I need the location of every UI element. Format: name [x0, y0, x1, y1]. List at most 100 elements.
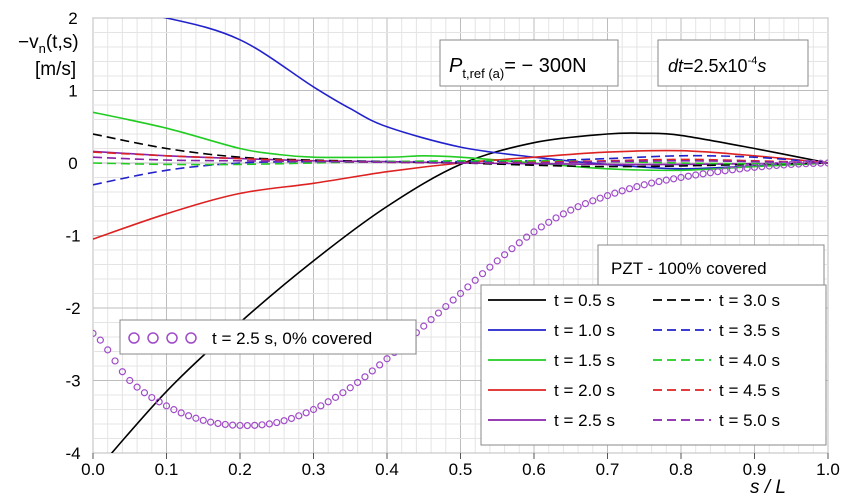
marker-point — [118, 368, 127, 376]
force-annotation: Pt,ref (a)= − 300N — [449, 55, 587, 81]
marker-point — [736, 165, 744, 173]
marker-point — [214, 419, 222, 428]
marker-point — [236, 421, 244, 430]
legend-label-4: t = 2.0 s — [554, 381, 615, 400]
marker-point — [251, 421, 259, 429]
x-tick-label: 0.8 — [669, 460, 693, 479]
marker-point — [420, 322, 428, 330]
marker-point — [376, 361, 384, 369]
marker-point — [199, 416, 207, 424]
marker-point — [258, 421, 266, 429]
marker-point — [155, 398, 163, 406]
marker-point — [574, 203, 582, 211]
marker-point — [295, 412, 303, 420]
marker-point — [758, 163, 766, 171]
marker-point — [699, 170, 707, 178]
marker-point — [243, 421, 251, 430]
x-tick-label: 0.2 — [228, 460, 252, 479]
marker-point — [523, 233, 531, 241]
marker-point — [567, 206, 575, 214]
y-tick-label: -4 — [65, 444, 80, 463]
legend-label-6: t = 3.0 s — [719, 291, 780, 310]
x-tick-label: 1.0 — [816, 460, 840, 479]
marker-point — [192, 414, 200, 422]
x-tick-label: 0.6 — [522, 460, 546, 479]
marker-point — [706, 169, 715, 177]
marker-point — [184, 412, 193, 420]
marker-point — [772, 161, 781, 170]
marker-point — [309, 405, 318, 414]
dt-annotation: dt=2.5x10-4s — [668, 55, 766, 76]
marker-legend-box — [119, 319, 417, 355]
marker-point — [692, 171, 700, 179]
x-tick-label: 0.3 — [302, 460, 326, 479]
y-tick-label: -2 — [65, 299, 80, 318]
marker-point — [221, 420, 229, 429]
legend-label-1: t = 0.5 s — [554, 291, 615, 310]
marker-legend-symbol — [185, 332, 197, 344]
legend-title: PZT - 100% covered — [611, 259, 767, 278]
marker-point — [464, 283, 472, 291]
legend-label-2: t = 1.0 s — [554, 321, 615, 340]
legend-label-7: t = 3.5 s — [719, 321, 780, 340]
y-axis-label: −vn(t,s) — [18, 32, 79, 56]
series-line-10 — [93, 156, 828, 164]
marker-point — [456, 289, 465, 298]
marker-point — [104, 346, 112, 354]
marker-point — [383, 355, 391, 363]
marker-point — [765, 162, 773, 170]
marker-point — [478, 270, 487, 278]
marker-point — [331, 393, 340, 401]
marker-point — [589, 197, 597, 205]
marker-point — [361, 373, 369, 381]
x-tick-label: 0.5 — [449, 460, 473, 479]
marker-point — [434, 309, 443, 317]
y-tick-label: 0 — [68, 154, 77, 173]
marker-point — [471, 276, 479, 284]
marker-legend-symbol — [166, 332, 178, 344]
marker-point — [449, 296, 457, 304]
marker-point — [809, 159, 817, 168]
marker-point — [273, 418, 281, 427]
marker-point — [545, 218, 553, 226]
marker-point — [780, 161, 788, 169]
marker-point — [633, 183, 641, 191]
marker-point — [750, 163, 759, 171]
marker-point — [515, 239, 523, 247]
marker-point — [111, 357, 119, 365]
marker-point — [162, 402, 171, 410]
force-box — [439, 39, 619, 87]
marker-point — [684, 172, 692, 180]
marker-legend-symbols — [128, 332, 197, 344]
marker-point — [662, 176, 670, 184]
marker-point — [603, 192, 612, 200]
legend-box — [480, 284, 827, 446]
marker-point — [133, 383, 141, 391]
marker-point — [728, 166, 737, 174]
marker-point — [177, 409, 185, 417]
x-tick-label: 0.1 — [155, 460, 179, 479]
marker-point — [427, 316, 435, 324]
marker-point — [442, 302, 450, 311]
legend-label-3: t = 1.5 s — [554, 351, 615, 370]
series-line-3 — [93, 111, 828, 172]
marker-point — [346, 384, 354, 392]
marker-point — [501, 251, 509, 259]
legend-label-10: t = 5.0 s — [719, 411, 780, 430]
marker-point — [339, 389, 347, 397]
legend-title-box — [597, 244, 825, 290]
legend-label-5: t = 2.5 s — [554, 411, 615, 430]
marker-point — [207, 418, 215, 426]
marker-point — [508, 245, 516, 253]
marker-point — [317, 402, 325, 410]
marker-point — [647, 179, 656, 187]
marker-point — [802, 160, 810, 168]
series-line-2 — [162, 18, 828, 170]
y-tick-label: -1 — [65, 227, 80, 246]
marker-point — [287, 414, 296, 423]
marker-point — [486, 263, 494, 271]
marker-point — [743, 164, 751, 172]
marker-point — [581, 200, 590, 208]
axes: 0.0 0.1 0.2 0.3 0.4 0.5 0.6 0.7 0.8 0.9 1.0 2 1 0 -1 -2… — [65, 9, 839, 479]
